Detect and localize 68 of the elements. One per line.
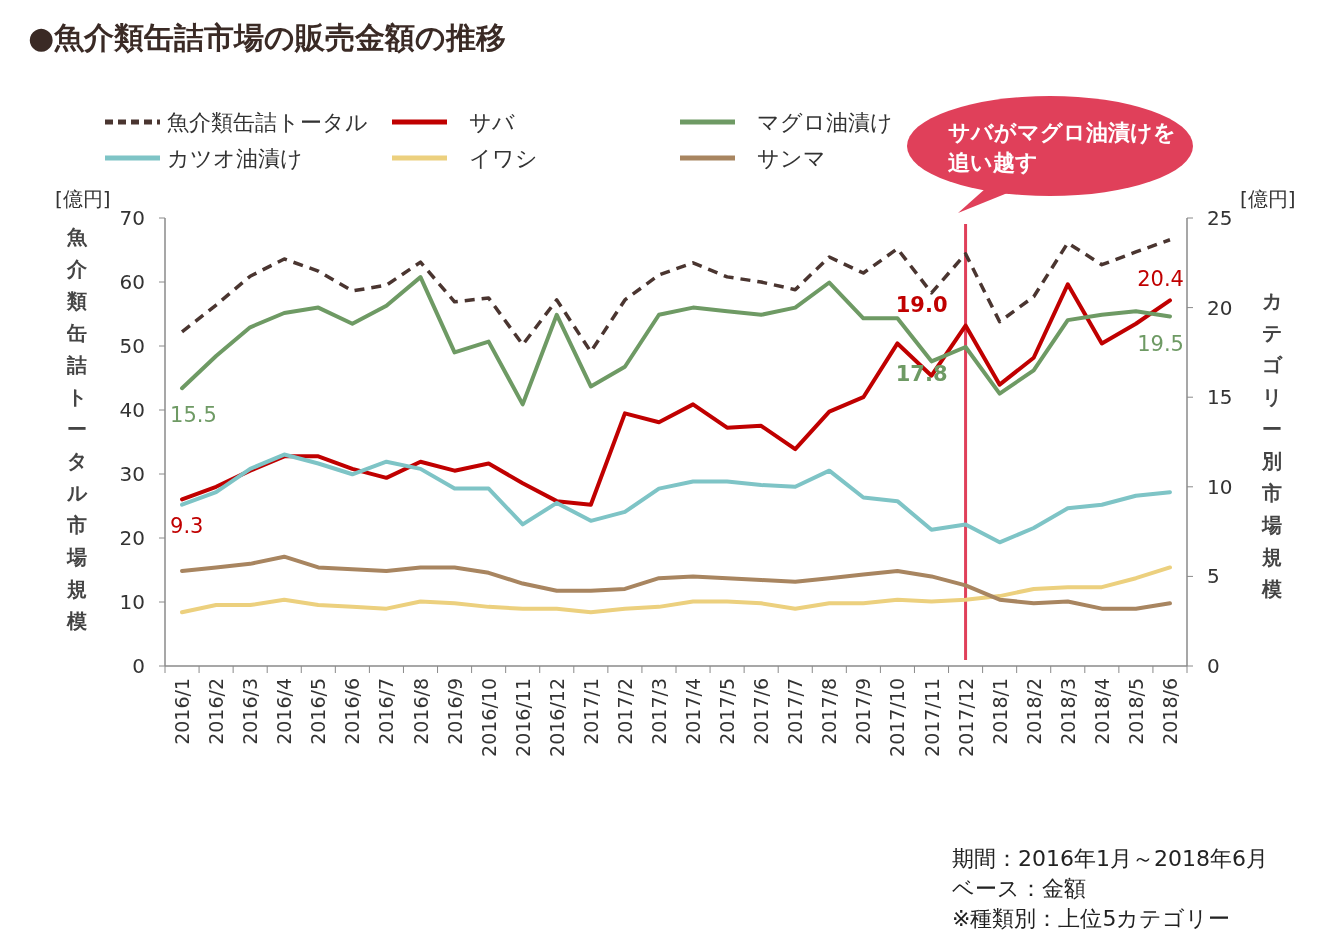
x-tick-label: 2016/4 [273, 678, 296, 745]
x-tick-label: 2017/11 [920, 678, 943, 757]
chart-title: ●魚介類缶詰市場の販売金額の推移 [28, 20, 507, 55]
legend-label: 魚介類缶詰トータル [167, 110, 368, 135]
y2-tick-label: 15 [1207, 385, 1233, 410]
x-tick-label: 2017/1 [579, 678, 602, 745]
x-tick-label: 2017/2 [613, 678, 636, 745]
data-label: 20.4 [1137, 267, 1184, 292]
legend-label: サバ [469, 110, 515, 135]
text: [億円] [1240, 187, 1296, 211]
y-tick-label: 50 [119, 334, 145, 358]
x-tick-label: 2018/2 [1022, 678, 1045, 745]
x-tick-label: 2017/12 [954, 678, 977, 757]
x-tick-label: 2018/1 [988, 678, 1011, 745]
text: [億円] [55, 187, 111, 211]
x-tick-label: 2017/10 [886, 678, 909, 757]
x-tick-label: 2016/2 [205, 678, 228, 745]
x-tick-label: 2016/6 [341, 678, 364, 745]
x-tick-label: 2016/11 [511, 678, 534, 757]
x-tick-label: 2016/12 [545, 678, 568, 757]
x-tick-label: 2017/4 [682, 678, 705, 745]
text: ※種類別：上位5カテゴリー [952, 906, 1231, 931]
y-tick-label: 20 [119, 526, 145, 550]
x-tick-label: 2018/6 [1158, 678, 1181, 745]
y2-tick-label: 0 [1207, 654, 1220, 678]
y2-tick-label: 20 [1207, 295, 1233, 320]
data-label: 19.5 [1137, 331, 1184, 356]
x-tick-label: 2017/5 [716, 678, 739, 745]
y-tick-label: 40 [119, 398, 145, 422]
data-label: 9.3 [170, 514, 204, 539]
x-tick-label: 2017/6 [750, 678, 773, 745]
legend-label: カツオ油漬け [167, 146, 303, 171]
y-tick-label: 10 [119, 590, 145, 614]
line-series [180, 565, 1172, 615]
callout: サバがマグロ油漬けを追い越す [907, 96, 1193, 213]
x-tick-label: 2016/3 [239, 678, 262, 745]
y2-tick-label: 5 [1207, 564, 1220, 589]
data-label: 19.0 [895, 292, 948, 317]
text: ベース：金額 [952, 876, 1086, 901]
line-series [180, 554, 1172, 611]
x-tick-label: 2016/7 [375, 678, 398, 745]
x-tick-label: 2016/9 [443, 678, 466, 745]
data-label: 15.5 [170, 403, 217, 428]
y-tick-label: 60 [119, 270, 145, 294]
x-tick-label: 2018/4 [1090, 678, 1113, 745]
x-tick-label: 2016/5 [307, 678, 330, 745]
y-tick-label: 0 [132, 654, 145, 678]
y-tick-label: 70 [119, 206, 145, 230]
x-tick-label: 2017/8 [818, 678, 841, 745]
y2-tick-label: 10 [1207, 474, 1233, 499]
text: カテゴリー別市場規模 [1262, 289, 1282, 601]
x-tick-label: 2018/5 [1124, 678, 1147, 745]
y-tick-label: 30 [119, 462, 145, 486]
text: 魚介類缶詰トータル市場規模 [67, 225, 87, 633]
text: 期間：2016年1月～2018年6月 [952, 846, 1268, 871]
x-tick-label: 2017/9 [852, 678, 875, 745]
legend-label: イワシ [469, 146, 538, 171]
x-tick-label: 2017/3 [647, 678, 670, 745]
legend-label: マグロ油漬け [757, 110, 893, 135]
data-label: 17.8 [895, 362, 948, 387]
x-tick-label: 2018/3 [1056, 678, 1079, 745]
legend-label: サンマ [757, 146, 826, 171]
x-tick-label: 2016/1 [171, 678, 194, 745]
ref-line-label: サバがマグロ油漬けを追い越す [948, 120, 1176, 175]
x-tick-label: 2016/8 [409, 678, 432, 745]
x-tick-label: 2016/10 [477, 678, 500, 757]
x-tick-label: 2017/7 [784, 678, 807, 745]
y2-tick-label: 25 [1207, 206, 1233, 230]
